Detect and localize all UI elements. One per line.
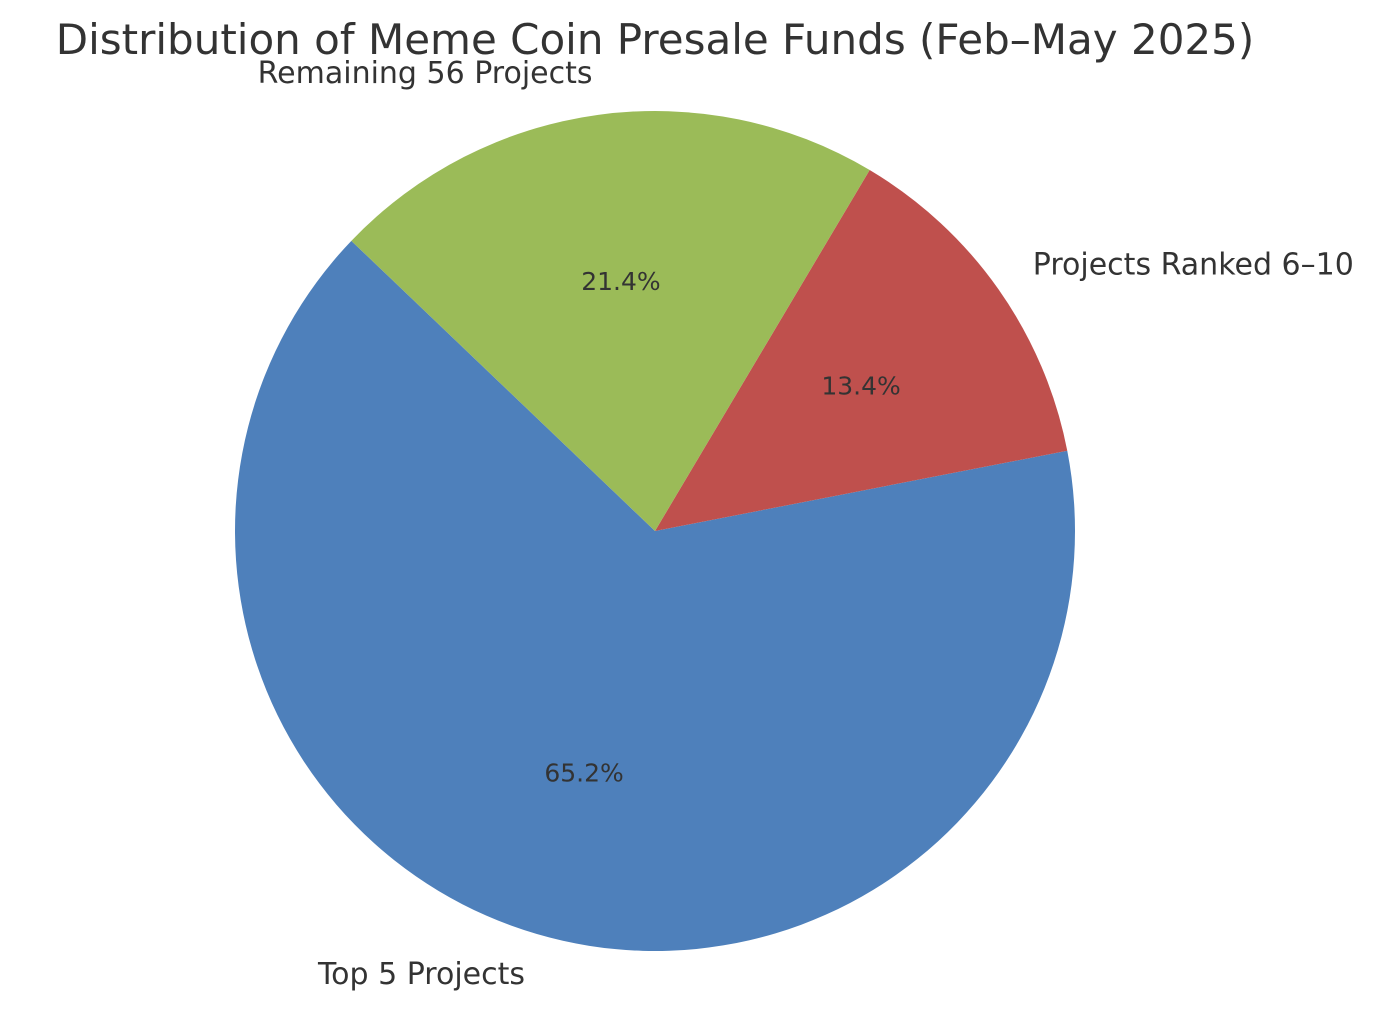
- chart-title: Distribution of Meme Coin Presale Funds …: [56, 15, 1255, 64]
- pie-category-label: Projects Ranked 6–10: [1033, 248, 1354, 283]
- pie-labels: 65.2% Top 5 Projects 13.4% Projects Ranked …: [258, 56, 1354, 992]
- pie-percent-label: 21.4%: [581, 267, 660, 296]
- pie-category-label: Remaining 56 Projects: [258, 56, 593, 91]
- pie-slice-remaining-56-projects: [351, 110, 870, 531]
- pie-slices: [235, 110, 1076, 951]
- pie-category-label: Top 5 Projects: [317, 957, 525, 992]
- pie-percent-label: 13.4%: [821, 372, 900, 401]
- pie-slice-projects-ranked-6-10: [655, 170, 1068, 531]
- pie-percent-label: 65.2%: [544, 758, 623, 787]
- pie-slice-top-5-projects: [235, 240, 1076, 951]
